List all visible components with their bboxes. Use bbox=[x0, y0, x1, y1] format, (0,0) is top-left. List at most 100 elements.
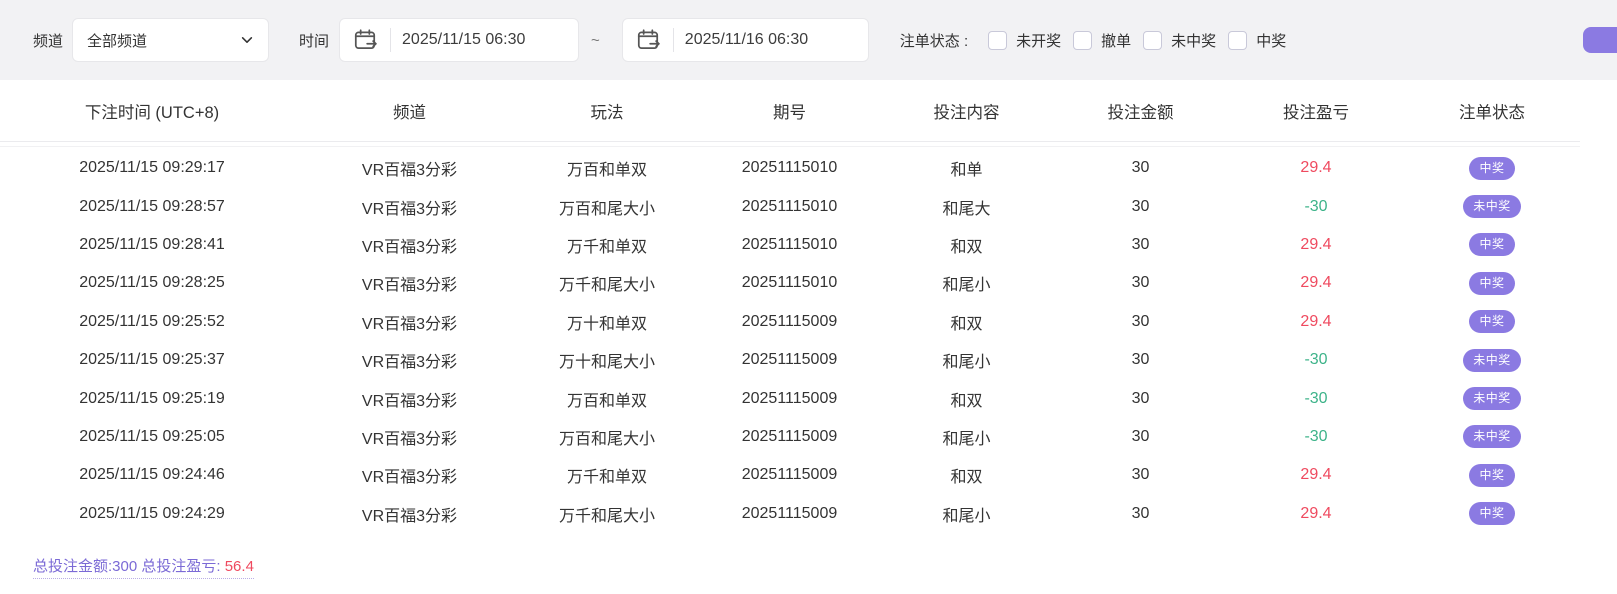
cell-channel: VR百福3分彩 bbox=[361, 238, 458, 256]
cell-amount: 30 bbox=[1131, 159, 1150, 177]
cell-issue: 20251115009 bbox=[741, 389, 838, 407]
chevron-down-icon bbox=[241, 37, 253, 43]
cell-issue: 20251115009 bbox=[741, 312, 838, 330]
cell-content: 和尾小 bbox=[942, 430, 991, 448]
total-amount-value: 300 bbox=[112, 557, 138, 575]
table-row: 2025/11/15 09:29:17 VR百福3分彩 万百和单双 202511… bbox=[0, 149, 1580, 187]
cell-bet-time: 2025/11/15 09:25:52 bbox=[79, 312, 225, 330]
cell-channel: VR百福3分彩 bbox=[361, 507, 458, 525]
cell-bet-time: 2025/11/15 09:25:37 bbox=[79, 351, 225, 369]
cell-bet-time: 2025/11/15 09:28:25 bbox=[79, 274, 225, 292]
order-status-label: 注单状态 : bbox=[899, 32, 969, 50]
cell-amount: 30 bbox=[1131, 235, 1150, 253]
checkbox-cancelled[interactable]: 撤单 bbox=[1073, 30, 1131, 51]
cell-channel: VR百福3分彩 bbox=[361, 200, 458, 218]
cell-amount: 30 bbox=[1131, 389, 1150, 407]
cell-issue: 20251115009 bbox=[741, 427, 838, 445]
cell-content: 和双 bbox=[950, 392, 983, 410]
header-cell-bet-time: 下注时间 (UTC+8) bbox=[84, 103, 220, 122]
cell-pnl: 29.4 bbox=[1300, 312, 1332, 330]
status-badge: 未中奖 bbox=[1463, 425, 1521, 449]
input-divider bbox=[390, 28, 392, 52]
header-cell-pnl: 投注盈亏 bbox=[1283, 103, 1349, 122]
table-row: 2025/11/15 09:24:46 VR百福3分彩 万千和单双 202511… bbox=[0, 456, 1580, 494]
cell-status: 中奖 bbox=[1404, 502, 1580, 526]
checkbox-not-drawn-box[interactable] bbox=[988, 30, 1008, 50]
total-amount-label: 总投注金额: bbox=[33, 557, 113, 575]
search-button[interactable] bbox=[1583, 27, 1617, 53]
cell-pnl: 29.4 bbox=[1300, 274, 1332, 292]
checkbox-won-box[interactable] bbox=[1228, 30, 1248, 50]
table-row: 2025/11/15 09:25:37 VR百福3分彩 万十和尾大小 20251… bbox=[0, 341, 1580, 379]
cell-play: 万百和单双 bbox=[566, 392, 647, 410]
checkbox-not-won[interactable]: 未中奖 bbox=[1143, 30, 1216, 51]
cell-issue: 20251115010 bbox=[741, 197, 838, 215]
status-badge: 中奖 bbox=[1469, 156, 1515, 180]
cell-issue: 20251115009 bbox=[741, 504, 838, 522]
cell-channel: VR百福3分彩 bbox=[361, 354, 458, 372]
table-row: 2025/11/15 09:25:19 VR百福3分彩 万百和单双 202511… bbox=[0, 379, 1580, 417]
cell-pnl: 29.4 bbox=[1300, 159, 1332, 177]
cell-play: 万千和尾大小 bbox=[558, 277, 655, 295]
cell-amount: 30 bbox=[1131, 274, 1150, 292]
cell-content: 和尾小 bbox=[942, 354, 991, 372]
cell-pnl: 29.4 bbox=[1300, 235, 1332, 253]
cell-pnl: -30 bbox=[1304, 197, 1328, 215]
cell-status: 未中奖 bbox=[1404, 348, 1580, 372]
table-row: 2025/11/15 09:28:57 VR百福3分彩 万百和尾大小 20251… bbox=[0, 187, 1580, 225]
cell-amount: 30 bbox=[1131, 427, 1150, 445]
cell-status: 未中奖 bbox=[1404, 195, 1580, 219]
header-cell-channel: 频道 bbox=[393, 103, 426, 122]
cell-issue: 20251115009 bbox=[741, 351, 838, 369]
checkbox-not-drawn-label: 未开奖 bbox=[1016, 32, 1062, 50]
header-cell-status: 注单状态 bbox=[1459, 103, 1525, 122]
channel-select-value: 全部频道 bbox=[87, 32, 148, 50]
status-badge: 中奖 bbox=[1469, 233, 1515, 257]
status-badge: 中奖 bbox=[1469, 310, 1515, 334]
cell-play: 万千和尾大小 bbox=[558, 507, 655, 525]
cell-bet-time: 2025/11/15 09:29:17 bbox=[79, 159, 225, 177]
cell-content: 和尾大 bbox=[942, 200, 991, 218]
date-range-end[interactable]: 2025/11/16 06:30 bbox=[621, 18, 869, 62]
table-row: 2025/11/15 09:24:29 VR百福3分彩 万千和尾大小 20251… bbox=[0, 495, 1580, 533]
bets-table: 下注时间 (UTC+8) 频道 玩法 期号 投注内容 投注金额 投注盈亏 注单状… bbox=[0, 80, 1580, 533]
cell-issue: 20251115010 bbox=[741, 274, 838, 292]
cell-content: 和双 bbox=[950, 469, 983, 487]
cell-pnl: 29.4 bbox=[1300, 466, 1332, 484]
header-cell-issue: 期号 bbox=[773, 103, 806, 122]
cell-amount: 30 bbox=[1131, 197, 1150, 215]
cell-channel: VR百福3分彩 bbox=[361, 315, 458, 333]
cell-channel: VR百福3分彩 bbox=[361, 277, 458, 295]
calendar-icon bbox=[637, 29, 660, 49]
cell-amount: 30 bbox=[1131, 351, 1150, 369]
cell-amount: 30 bbox=[1131, 504, 1150, 522]
cell-status: 中奖 bbox=[1404, 156, 1580, 180]
cell-bet-time: 2025/11/15 09:24:29 bbox=[79, 504, 225, 522]
cell-bet-time: 2025/11/15 09:28:57 bbox=[79, 197, 225, 215]
checkbox-won-label: 中奖 bbox=[1256, 32, 1287, 50]
checkbox-cancelled-box[interactable] bbox=[1073, 30, 1093, 50]
cell-play: 万千和单双 bbox=[566, 469, 647, 487]
filter-bar: 频道 全部频道 时间 2025/11/15 06:30 ~ 2025/11/16… bbox=[0, 0, 1617, 80]
cell-issue: 20251115010 bbox=[741, 159, 838, 177]
order-status-checkbox-group: 未开奖 撤单 未中奖 中奖 bbox=[976, 30, 1286, 51]
cell-status: 中奖 bbox=[1404, 463, 1580, 487]
cell-content: 和双 bbox=[950, 315, 983, 333]
header-cell-play: 玩法 bbox=[590, 103, 624, 122]
header-cell-content: 投注内容 bbox=[933, 103, 1000, 122]
status-badge: 未中奖 bbox=[1463, 387, 1521, 411]
cell-channel: VR百福3分彩 bbox=[361, 430, 458, 448]
checkbox-not-drawn[interactable]: 未开奖 bbox=[988, 30, 1061, 51]
cell-play: 万十和尾大小 bbox=[558, 354, 655, 372]
cell-status: 未中奖 bbox=[1404, 425, 1580, 449]
cell-bet-time: 2025/11/15 09:25:05 bbox=[79, 427, 225, 445]
date-range-start[interactable]: 2025/11/15 06:30 bbox=[339, 18, 580, 62]
cell-content: 和尾小 bbox=[942, 507, 991, 525]
channel-select[interactable]: 全部频道 bbox=[72, 18, 270, 62]
cell-issue: 20251115009 bbox=[741, 466, 838, 484]
cell-play: 万十和单双 bbox=[566, 315, 647, 333]
checkbox-won[interactable]: 中奖 bbox=[1228, 30, 1286, 51]
checkbox-not-won-box[interactable] bbox=[1143, 30, 1163, 50]
cell-pnl: 29.4 bbox=[1300, 504, 1332, 522]
status-badge: 未中奖 bbox=[1463, 195, 1521, 219]
